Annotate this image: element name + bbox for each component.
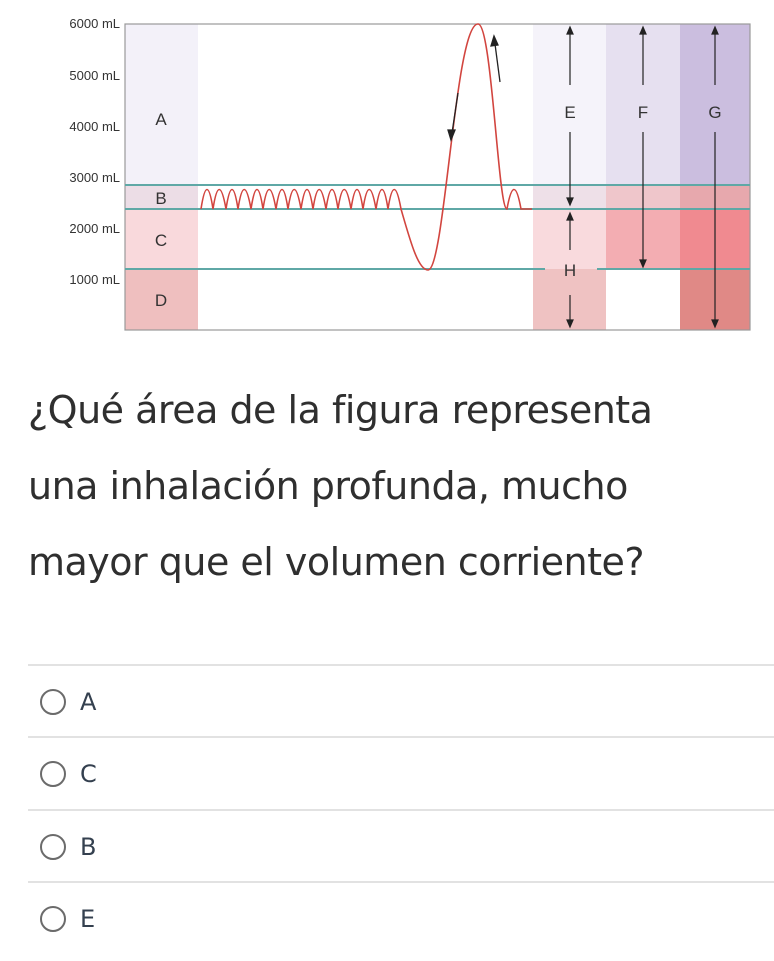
option-label: C xyxy=(80,760,97,788)
radio-button[interactable] xyxy=(40,689,66,715)
region-a-band xyxy=(125,24,198,185)
question-line: mayor que el volumen corriente? xyxy=(28,540,645,584)
question-line: ¿Qué área de la figura representa xyxy=(28,388,653,432)
radio-button[interactable] xyxy=(40,761,66,787)
y-axis-label: 4000 mL xyxy=(69,119,120,134)
inhale-arrow-icon xyxy=(490,34,501,83)
question-line: una inhalación profunda, mucho xyxy=(28,464,628,508)
option-label: A xyxy=(80,688,97,716)
region-label-a: A xyxy=(155,110,167,129)
radio-button[interactable] xyxy=(40,834,66,860)
region-label-b: B xyxy=(155,189,166,208)
option-label: E xyxy=(80,905,96,933)
option-a[interactable]: A xyxy=(28,664,774,738)
option-label: B xyxy=(80,833,97,861)
region-c-band xyxy=(125,209,198,269)
y-axis-label: 3000 mL xyxy=(69,170,120,185)
y-axis-label: 5000 mL xyxy=(69,68,120,83)
option-b[interactable]: B xyxy=(28,809,774,883)
y-axis-label: 2000 mL xyxy=(69,221,120,236)
region-label-f: F xyxy=(638,103,648,122)
region-b-band xyxy=(125,185,198,209)
region-d-band xyxy=(125,269,198,330)
region-label-d: D xyxy=(155,291,167,310)
plot-frame xyxy=(124,23,751,331)
y-axis-label: 1000 mL xyxy=(69,272,120,287)
question-text: ¿Qué área de la figura representa una in… xyxy=(28,372,768,600)
region-label-g: G xyxy=(708,103,721,122)
lung-volume-diagram: 6000 mL 5000 mL 4000 mL 3000 mL 2000 mL … xyxy=(69,16,751,331)
option-e[interactable]: E xyxy=(28,881,774,955)
exhale-arrow-icon xyxy=(447,92,459,142)
region-label-c: C xyxy=(155,231,167,250)
y-axis-label: 6000 mL xyxy=(69,16,120,31)
region-label-e: E xyxy=(564,103,575,122)
option-c[interactable]: C xyxy=(28,736,774,810)
radio-button[interactable] xyxy=(40,906,66,932)
region-label-h: H xyxy=(564,261,576,280)
spirometry-trace xyxy=(200,23,532,271)
capacity-arrows-icon xyxy=(566,25,719,329)
